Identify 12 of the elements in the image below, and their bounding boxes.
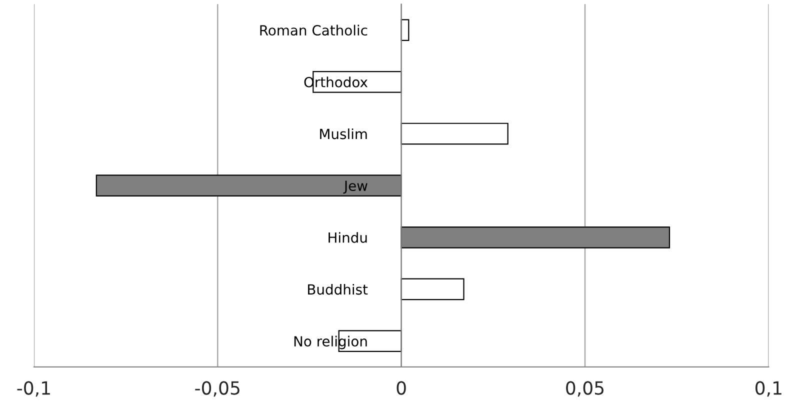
bar — [400, 278, 464, 300]
x-tick-label: 0,1 — [756, 381, 782, 397]
x-tick-label: -0,1 — [17, 381, 50, 397]
x-tick-label: -0,05 — [195, 381, 240, 397]
y-tick-label: Muslim — [320, 128, 367, 140]
x-tick-label: 0,05 — [566, 381, 604, 397]
y-tick-label: Jew — [343, 180, 368, 194]
y-tick-label: Buddhist — [308, 284, 368, 295]
bar — [400, 122, 508, 145]
y-tick-label: Hindu — [328, 232, 367, 243]
x-tick-label: 0 — [396, 381, 406, 395]
y-tick-label: Roman Catholic — [260, 24, 368, 36]
